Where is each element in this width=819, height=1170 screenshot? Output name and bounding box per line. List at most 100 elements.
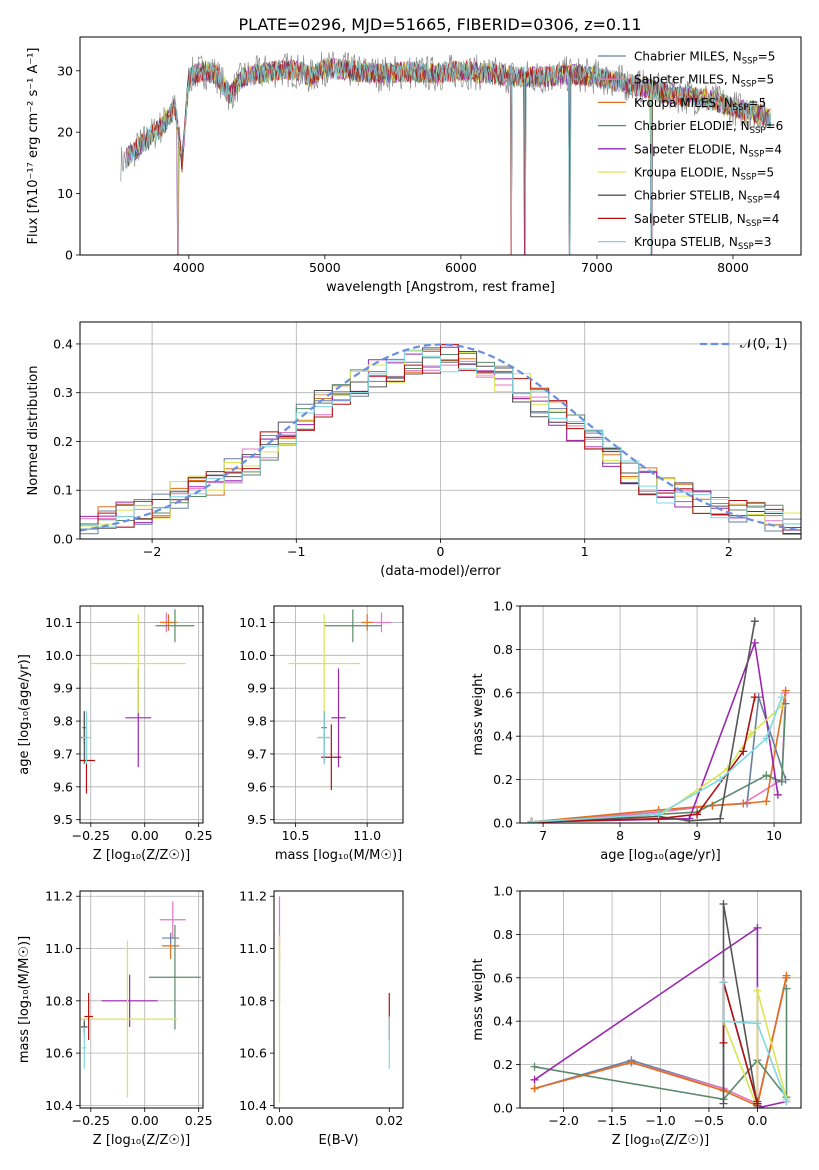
axes-frame bbox=[79, 321, 802, 540]
weight-marker bbox=[719, 900, 728, 909]
weight-marker bbox=[739, 799, 748, 808]
weight-marker bbox=[719, 978, 728, 987]
plot-area bbox=[120, 51, 772, 255]
legend: 𝒩(0, 1) bbox=[700, 337, 787, 352]
y-tick-label: 9.7 bbox=[247, 746, 267, 761]
legend-entry: Kroupa STELIB, NSSP=3 bbox=[634, 235, 772, 252]
y-tick-label: 0.8 bbox=[493, 642, 513, 657]
x-axis-label: age [log₁₀(age/yr)] bbox=[600, 848, 721, 863]
y-tick-label: 10.0 bbox=[239, 648, 267, 663]
weight-marker bbox=[762, 771, 771, 780]
legend: Chabrier MILES, NSSP=5 Salpeter MILES, NS… bbox=[598, 50, 783, 252]
y-tick-label: 1.0 bbox=[493, 599, 513, 614]
plot-area bbox=[527, 617, 790, 823]
x-axis-label: E(B-V) bbox=[318, 1133, 358, 1148]
x-axis-label: (data-model)/error bbox=[380, 564, 501, 579]
weight-marker bbox=[693, 810, 702, 819]
y-tick-label: 0.6 bbox=[493, 970, 513, 985]
weight-marker bbox=[762, 797, 771, 806]
weight-marker bbox=[530, 1084, 539, 1093]
y-tick-label: 9.5 bbox=[53, 812, 73, 827]
y-tick-label: 9.8 bbox=[53, 714, 73, 729]
legend-entry: Kroupa MILES, NSSP=5 bbox=[634, 96, 766, 113]
axes-frame bbox=[273, 890, 404, 1109]
y-tick-label: 0.0 bbox=[493, 816, 513, 831]
x-tick-label: 4000 bbox=[173, 260, 205, 275]
weight-marker bbox=[654, 810, 663, 819]
y-tick-label: 0.4 bbox=[493, 729, 513, 744]
x-tick-label: −2 bbox=[143, 544, 161, 559]
y-tick-label: 0.4 bbox=[53, 336, 73, 351]
y-tick-label: 10.6 bbox=[45, 1046, 73, 1061]
weight-line bbox=[722, 990, 788, 1108]
weight-line bbox=[722, 982, 788, 1102]
y-tick-label: 0.0 bbox=[53, 532, 73, 547]
x-axis-label: mass [log₁₀(M/M☉)] bbox=[275, 848, 402, 863]
weight-marker bbox=[746, 730, 755, 739]
legend-entry: Chabrier ELODIE, NSSP=6 bbox=[634, 119, 783, 136]
panel-residuals: −2 −1 0 1 2 0.0 0.1 0.2 0.3 0.4 (data-model)/error… bbox=[26, 321, 802, 579]
y-tick-label: 10.8 bbox=[239, 993, 267, 1008]
plot-area bbox=[80, 901, 201, 1098]
weight-line bbox=[531, 705, 783, 823]
y-tick-label: 0.3 bbox=[53, 385, 73, 400]
x-tick-label: −0.5 bbox=[694, 1113, 724, 1128]
x-tick-label: 10.5 bbox=[282, 828, 310, 843]
panel-ebv-mass: 0.00 0.02 10.4 10.6 10.8 11.0 11.2 E(B-V) bbox=[239, 889, 404, 1148]
legend-entry: Chabrier MILES, NSSP=5 bbox=[634, 50, 775, 67]
y-tick-label: 9.6 bbox=[247, 779, 267, 794]
weight-marker bbox=[782, 973, 791, 982]
weight-marker bbox=[530, 1062, 539, 1071]
weight-marker bbox=[782, 984, 791, 993]
y-axis-label: age [log₁₀(age/yr)] bbox=[17, 654, 32, 775]
figure-title: PLATE=0296, MJD=51665, FIBERID=0306, z=0… bbox=[238, 15, 641, 34]
weight-line bbox=[531, 621, 756, 823]
plot-area bbox=[80, 609, 195, 794]
plot-area bbox=[530, 900, 791, 1108]
x-tick-label: −1.0 bbox=[645, 1113, 675, 1128]
weight-marker bbox=[753, 1019, 762, 1028]
weight-marker bbox=[719, 1038, 728, 1047]
legend-entry: 𝒩(0, 1) bbox=[740, 337, 787, 352]
x-tick-label: 2 bbox=[725, 544, 733, 559]
y-tick-label: 0.4 bbox=[493, 1014, 513, 1029]
y-tick-label: 11.2 bbox=[239, 889, 267, 904]
y-tick-label: 20 bbox=[57, 125, 73, 140]
y-tick-label: 11.0 bbox=[239, 941, 267, 956]
histogram-series bbox=[80, 350, 801, 539]
weight-marker bbox=[527, 817, 536, 823]
y-axis-label: mass [log₁₀(M/M☉)] bbox=[17, 936, 32, 1063]
weight-marker bbox=[739, 747, 748, 756]
y-tick-label: 9.9 bbox=[247, 681, 267, 696]
normal-curve bbox=[80, 343, 801, 532]
legend-entry: Salpeter ELODIE, NSSP=4 bbox=[634, 142, 782, 159]
axes-frame bbox=[79, 890, 204, 1109]
weight-marker bbox=[781, 686, 790, 695]
y-axis-label: mass weight bbox=[471, 958, 486, 1040]
y-tick-label: 10.4 bbox=[239, 1098, 267, 1113]
x-axis-label: Z [log₁₀(Z/Z☉)] bbox=[612, 1133, 709, 1148]
y-tick-label: 10.4 bbox=[45, 1098, 73, 1113]
x-tick-label: 0.0 bbox=[747, 1113, 767, 1128]
x-tick-label: 0.02 bbox=[375, 1113, 403, 1128]
weight-marker bbox=[716, 775, 725, 784]
x-tick-label: 8000 bbox=[717, 260, 749, 275]
x-tick-label: 0.25 bbox=[185, 1113, 213, 1128]
y-tick-label: 0.2 bbox=[493, 772, 513, 787]
x-tick-label: 6000 bbox=[445, 260, 477, 275]
plot-area bbox=[80, 343, 801, 539]
y-tick-label: 10.1 bbox=[239, 615, 267, 630]
x-tick-label: −0.25 bbox=[72, 828, 110, 843]
y-tick-label: 11.0 bbox=[45, 941, 73, 956]
plot-area bbox=[288, 609, 392, 791]
y-tick-label: 1.0 bbox=[493, 884, 513, 899]
spectrum-line bbox=[128, 57, 772, 255]
x-tick-label: 0.00 bbox=[131, 828, 159, 843]
legend-entry: Chabrier STELIB, NSSP=4 bbox=[634, 189, 781, 206]
weight-marker bbox=[719, 1099, 728, 1108]
y-tick-label: 9.7 bbox=[53, 746, 73, 761]
y-tick-label: 11.2 bbox=[45, 889, 73, 904]
y-tick-label: 9.9 bbox=[53, 681, 73, 696]
weight-line bbox=[531, 639, 779, 823]
weight-marker bbox=[773, 790, 782, 799]
